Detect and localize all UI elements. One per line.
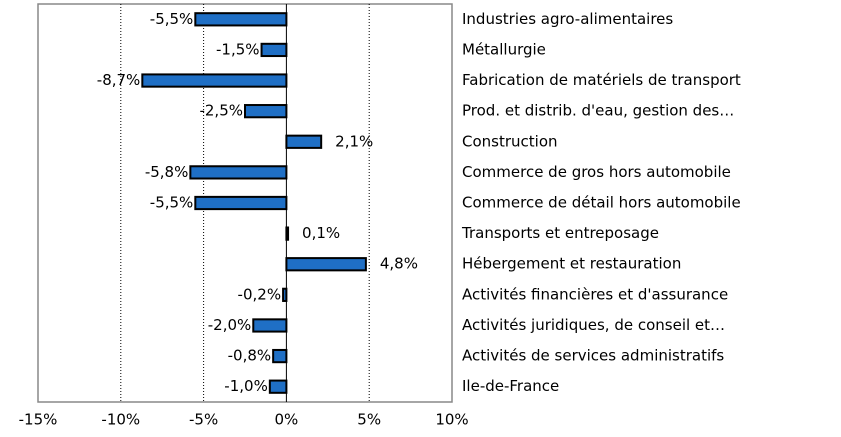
data-label: -0,2% [238, 285, 282, 303]
category-label: Prod. et distrib. d'eau, gestion des… [462, 102, 734, 120]
category-label: Métallurgie [462, 40, 546, 58]
plot-border [37, 3, 453, 403]
bar [141, 73, 288, 88]
category-label: Transports et entreposage [461, 224, 659, 242]
data-label: 0,1% [302, 224, 340, 242]
data-label: 2,1% [335, 132, 373, 150]
bar [285, 257, 367, 272]
bar [194, 195, 288, 211]
x-tick-label: -15% [19, 411, 58, 429]
category-label: Activités financières et d'assurance [462, 285, 728, 303]
data-label: -2,5% [199, 102, 243, 120]
bar [244, 104, 288, 119]
bar [189, 165, 288, 180]
bar [285, 134, 323, 149]
bar [268, 379, 288, 394]
data-label: -5,5% [150, 194, 194, 212]
bar [260, 42, 288, 58]
data-label: -1,0% [224, 377, 268, 395]
category-label: Ile-de-France [462, 377, 559, 395]
data-label: -0,8% [228, 347, 272, 365]
bar [194, 12, 288, 27]
data-label: -1,5% [216, 40, 260, 58]
category-label: Industries agro-alimentaires [462, 10, 673, 28]
category-label: Activités de services administratifs [462, 347, 724, 365]
bar [285, 226, 290, 241]
category-label: Commerce de détail hors automobile [462, 194, 741, 212]
category-label: Commerce de gros hors automobile [462, 163, 731, 181]
bar [272, 348, 288, 364]
category-label: Activités juridiques, de conseil et… [462, 316, 725, 334]
bar [252, 318, 288, 333]
category-label: Construction [462, 132, 558, 150]
bar [282, 287, 288, 302]
data-label: -2,0% [208, 316, 252, 334]
category-label: Fabrication de matériels de transport [462, 71, 741, 89]
data-label: -8,7% [97, 71, 141, 89]
data-label: -5,8% [145, 163, 189, 181]
x-tick-label: 0% [275, 411, 299, 429]
category-label: Hébergement et restauration [462, 255, 681, 273]
x-tick-label: 10% [435, 411, 468, 429]
data-label: -5,5% [150, 10, 194, 28]
data-label: 4,8% [380, 255, 418, 273]
x-tick-label: 5% [357, 411, 381, 429]
x-tick-label: -5% [189, 411, 218, 429]
x-tick-label: -10% [101, 411, 140, 429]
